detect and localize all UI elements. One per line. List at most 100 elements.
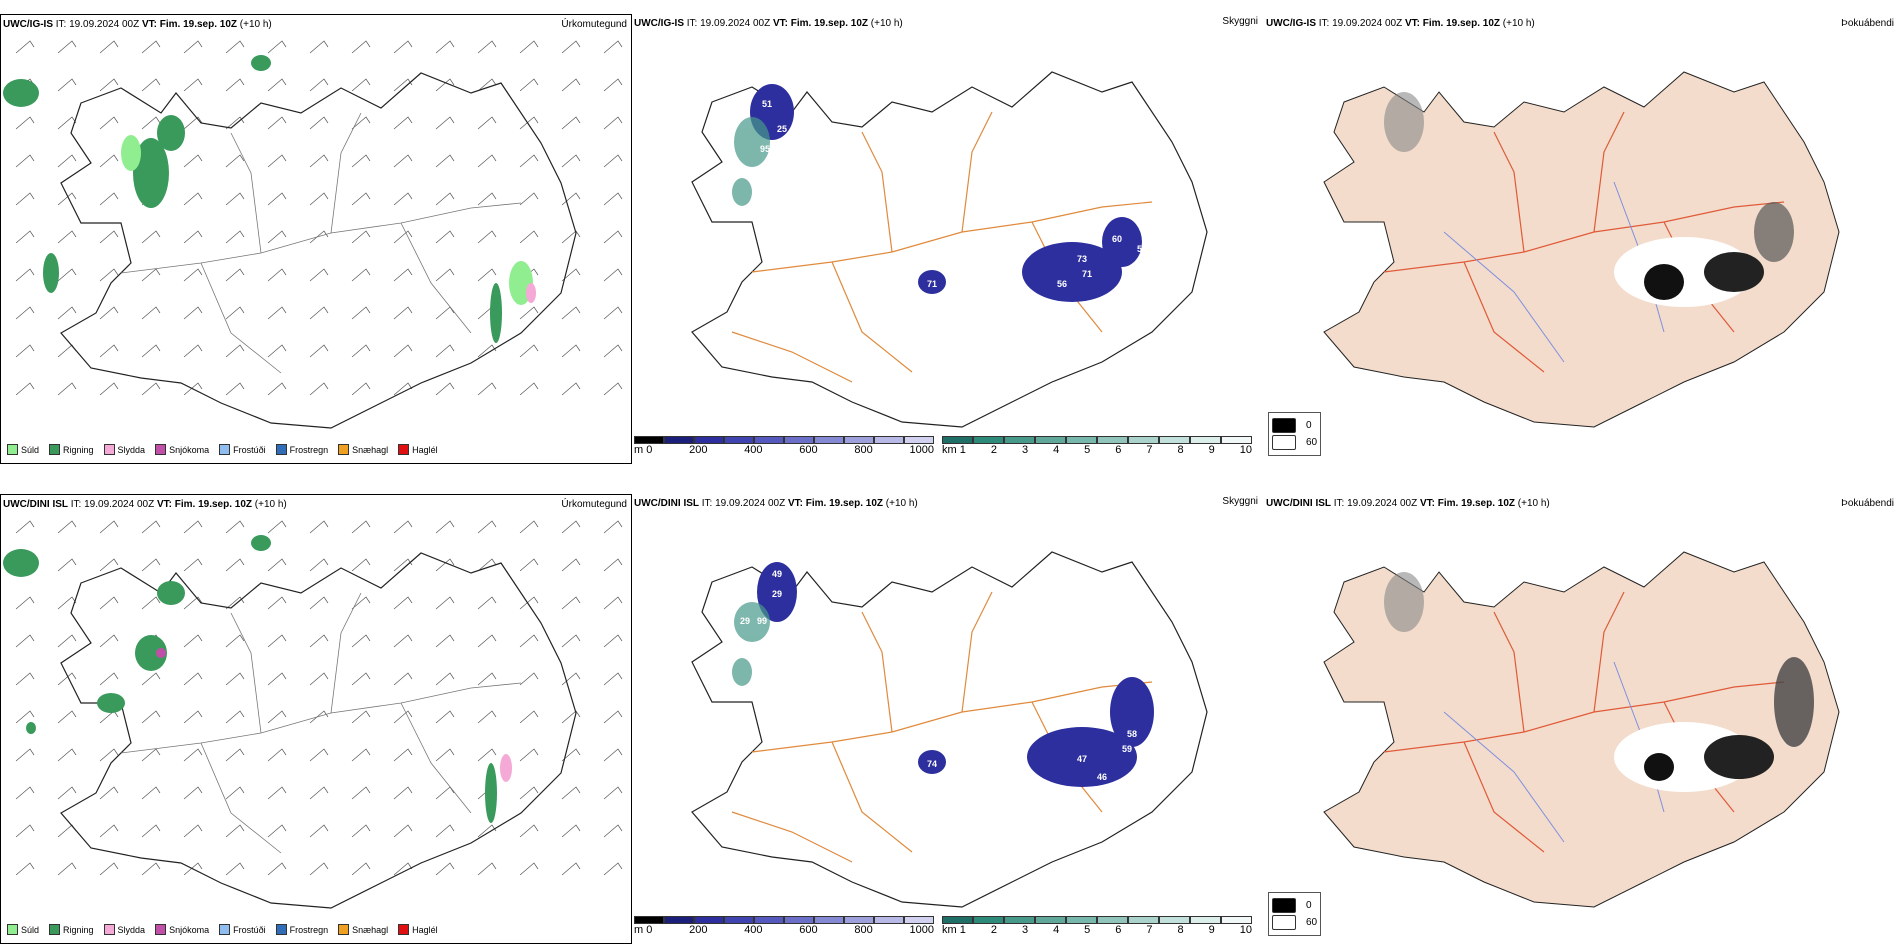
wind-barb — [99, 116, 119, 130]
wind-barb — [477, 78, 497, 92]
wind-barb — [561, 306, 581, 320]
colorbar-cell — [1221, 436, 1252, 444]
wind-barb — [561, 154, 581, 168]
wind-barb — [15, 520, 35, 534]
colorbar-cell — [1128, 436, 1159, 444]
colorbar-cell — [1035, 436, 1066, 444]
precip-drizzle — [121, 135, 533, 305]
legend-item: Haglél — [398, 924, 438, 935]
fog-title: Þokuábendi — [1841, 18, 1894, 29]
wind-barb — [519, 344, 539, 358]
wind-barb — [519, 382, 539, 396]
wind-barb — [309, 268, 329, 282]
ceiling-value: 51 — [762, 99, 772, 109]
wind-barb — [141, 824, 161, 838]
precip-map — [3, 40, 623, 429]
panel-header: UWC/IG-IS IT: 19.09.2024 00Z VT: Fim. 19… — [634, 18, 903, 29]
wind-barb — [15, 748, 35, 762]
legend-item: Rigning — [49, 924, 94, 935]
wind-barb — [15, 672, 35, 686]
wind-barb — [477, 154, 497, 168]
colorbar-cell — [664, 436, 694, 444]
wind-barb — [267, 672, 287, 686]
precip-sleet — [526, 283, 536, 303]
wind-barb — [141, 520, 161, 534]
wind-barb — [267, 862, 287, 876]
panel-header: UWC/DINI ISL IT: 19.09.2024 00Z VT: Fim.… — [1266, 498, 1550, 509]
wind-barb — [267, 786, 287, 800]
ceiling-value: 58 — [1127, 729, 1137, 739]
wind-barb — [57, 40, 77, 54]
wind-barb — [477, 520, 497, 534]
model-name: UWC/IG-IS — [1266, 18, 1316, 29]
wind-barb — [141, 558, 161, 572]
wind-barb — [309, 344, 329, 358]
fog-title: Þokuábendi — [1841, 498, 1894, 509]
roads — [1383, 591, 1785, 853]
vt-label: VT: — [1419, 498, 1435, 509]
wind-barb — [519, 786, 539, 800]
wind-barb — [183, 192, 203, 206]
wind-barb — [561, 596, 581, 610]
legend-swatch — [275, 444, 287, 455]
wind-barb — [561, 824, 581, 838]
iceland-land — [1323, 71, 1840, 428]
wind-barb — [351, 230, 371, 244]
ceiling-value: 61 — [1052, 784, 1062, 794]
wind-barb — [351, 596, 371, 610]
wind-barb — [15, 40, 35, 54]
wind-barb — [477, 596, 497, 610]
iceland-coastline — [691, 551, 1208, 908]
wind-barb — [57, 748, 77, 762]
wind-barb — [183, 344, 203, 358]
wind-barb — [309, 786, 329, 800]
wind-barb — [561, 268, 581, 282]
wind-barb — [351, 672, 371, 686]
wind-barb — [477, 558, 497, 572]
valid-time: Fim. 19.sep. 10Z — [790, 18, 869, 29]
wind-barb — [351, 306, 371, 320]
vt-label: VT: — [787, 498, 803, 509]
ceiling-value: 59 — [1122, 744, 1132, 754]
panel-header: UWC/DINI ISL IT: 19.09.2024 00Z VT: Fim.… — [634, 498, 918, 509]
wind-barb — [393, 710, 413, 724]
wind-barb — [309, 520, 329, 534]
wind-barb — [603, 558, 623, 572]
roads — [120, 112, 522, 374]
wind-barb — [99, 230, 119, 244]
wind-barb — [99, 634, 119, 648]
wind-barb — [393, 116, 413, 130]
wind-barb — [309, 306, 329, 320]
fog-legend: 0 60 — [1268, 412, 1322, 456]
legend-swatch — [275, 924, 287, 935]
wind-barb — [435, 268, 455, 282]
colorbar-cell — [1190, 436, 1221, 444]
wind-barb — [309, 862, 329, 876]
wind-barb — [225, 862, 245, 876]
wind-barb — [603, 268, 623, 282]
fog-panel-2: UWC/DINI ISL IT: 19.09.2024 00Z VT: Fim.… — [1264, 494, 1900, 944]
wind-barb — [435, 672, 455, 686]
wind-barb — [351, 824, 371, 838]
colorbar-cell — [724, 436, 754, 444]
ceiling-map: 29 49 29 99 74 47 58 59 46 61 — [691, 551, 1208, 908]
ceiling-panel-2: UWC/DINI ISL IT: 19.09.2024 00Z VT: Fim.… — [632, 494, 1322, 944]
wind-barb — [183, 116, 203, 130]
wind-barb — [225, 268, 245, 282]
wind-barb — [225, 230, 245, 244]
ceiling-value: 46 — [1097, 772, 1107, 782]
legend-swatch — [103, 924, 115, 935]
precip-title: Úrkomutegund — [561, 499, 627, 510]
row-2: UWC/DINI ISL IT: 19.09.2024 00Z VT: Fim.… — [0, 480, 1900, 950]
wind-barb — [99, 268, 119, 282]
wind-barb — [99, 192, 119, 206]
fog-panel-1: UWC/IG-IS IT: 19.09.2024 00Z VT: Fim. 19… — [1264, 14, 1900, 464]
wind-barb — [435, 382, 455, 396]
colorbar-cell — [664, 916, 694, 924]
colorbar-cell — [1190, 916, 1221, 924]
ceiling-value: 29 — [772, 589, 782, 599]
ceiling-title: Skyggni — [1222, 16, 1258, 27]
wind-barb — [99, 558, 119, 572]
wind-barb — [393, 672, 413, 686]
wind-barb — [435, 116, 455, 130]
